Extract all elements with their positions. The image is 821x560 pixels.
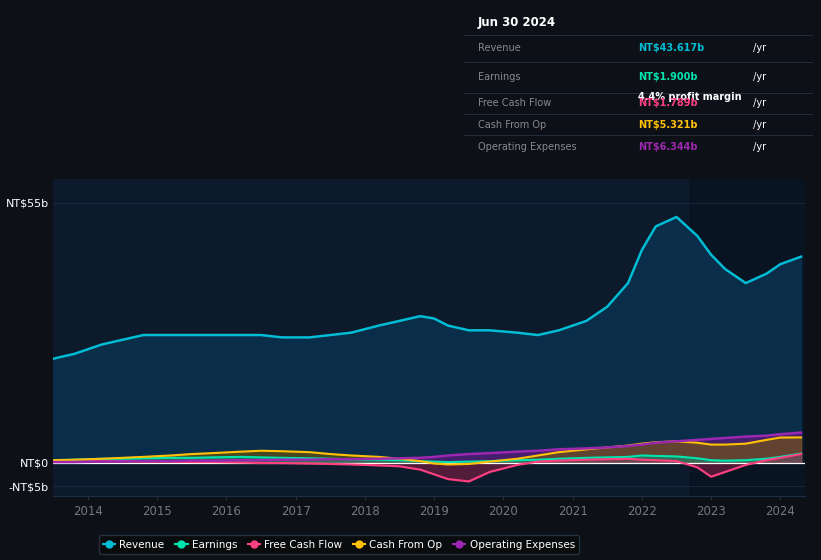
Text: Operating Expenses: Operating Expenses: [478, 142, 576, 152]
Text: Free Cash Flow: Free Cash Flow: [478, 98, 551, 108]
Text: /yr: /yr: [750, 44, 766, 53]
Text: /yr: /yr: [750, 72, 766, 82]
Text: Jun 30 2024: Jun 30 2024: [478, 16, 556, 30]
Bar: [690, 179, 808, 496]
Text: NT$1.900b: NT$1.900b: [639, 72, 698, 82]
Text: 4.4% profit margin: 4.4% profit margin: [639, 92, 742, 102]
Text: Cash From Op: Cash From Op: [478, 120, 546, 129]
Text: Revenue: Revenue: [478, 44, 521, 53]
Text: NT$5.321b: NT$5.321b: [639, 120, 698, 129]
Text: /yr: /yr: [750, 120, 766, 129]
Legend: Revenue, Earnings, Free Cash Flow, Cash From Op, Operating Expenses: Revenue, Earnings, Free Cash Flow, Cash …: [99, 535, 579, 554]
Text: Earnings: Earnings: [478, 72, 521, 82]
Text: /yr: /yr: [750, 98, 766, 108]
Text: NT$1.789b: NT$1.789b: [639, 98, 698, 108]
Text: NT$6.344b: NT$6.344b: [639, 142, 698, 152]
Text: NT$43.617b: NT$43.617b: [639, 44, 704, 53]
Text: /yr: /yr: [750, 142, 766, 152]
